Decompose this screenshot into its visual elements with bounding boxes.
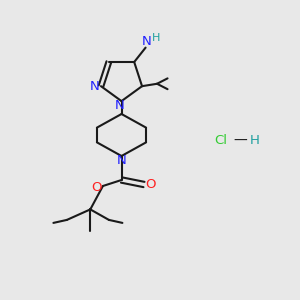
- Text: N: N: [89, 80, 99, 93]
- Text: H: H: [250, 134, 260, 148]
- Text: O: O: [145, 178, 155, 191]
- Text: N: N: [115, 99, 125, 112]
- Text: N: N: [117, 154, 126, 167]
- Text: —: —: [233, 134, 247, 148]
- Text: H: H: [152, 33, 160, 43]
- Text: O: O: [92, 181, 102, 194]
- Text: N: N: [142, 35, 152, 48]
- Text: Cl: Cl: [214, 134, 227, 148]
